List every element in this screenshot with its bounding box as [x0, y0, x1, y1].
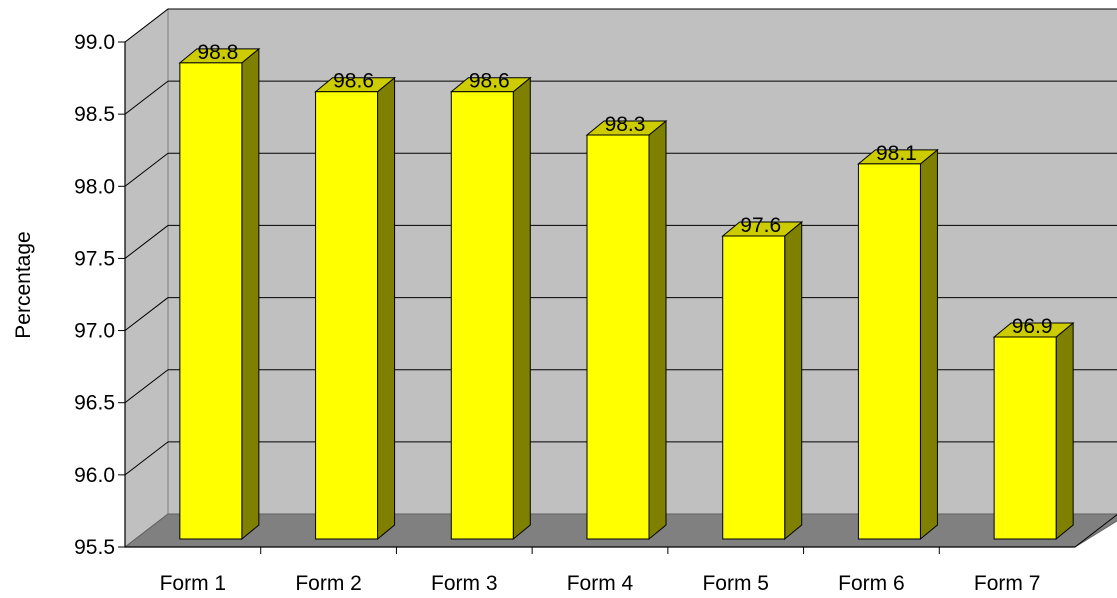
data-label: 97.6 [740, 214, 781, 237]
bar-side [648, 119, 667, 541]
x-tick-label: Form 2 [295, 572, 362, 595]
y-tick-label: 97.5 [74, 247, 115, 270]
x-tick-label: Form 1 [160, 572, 227, 595]
gridline-side [124, 80, 169, 115]
y-tick-label: 99.0 [74, 31, 115, 54]
bar [586, 134, 650, 540]
bar-side [1055, 321, 1074, 541]
y-tick-label: 97.0 [74, 320, 115, 343]
bar-side [241, 47, 260, 541]
bars [178, 47, 1075, 541]
gridline-side [124, 152, 169, 187]
data-label: 98.8 [197, 41, 238, 64]
y-axis-title: Percentage [12, 231, 35, 338]
bar-side [512, 76, 531, 541]
x-axis-depth [1074, 514, 1117, 548]
gridline-side [124, 441, 169, 476]
gridline-side [124, 297, 169, 331]
y-tick-label: 95.5 [74, 536, 115, 559]
x-tick-label: Form 6 [838, 572, 905, 595]
bar-side [784, 220, 803, 541]
side-wall [124, 7, 169, 549]
data-label: 98.6 [469, 70, 510, 93]
gridline-side [124, 8, 169, 43]
data-label: 98.1 [876, 142, 917, 165]
x-tick-label: Form 4 [567, 572, 634, 595]
y-tick-label: 98.5 [74, 103, 115, 126]
y-tick-label: 96.5 [74, 392, 115, 415]
labels: 95.5 96.0 96.5 97.0 97.5 98.0 98.5 99.0 98.8 Form… [74, 31, 1052, 595]
gridline-side [124, 225, 169, 259]
data-label: 98.6 [333, 70, 374, 93]
bar [179, 62, 243, 540]
axes [118, 41, 1117, 554]
bar [315, 91, 379, 540]
bar [450, 91, 514, 540]
x-tick-label: Form 3 [431, 572, 498, 595]
bar [857, 163, 921, 540]
x-tick-label: Form 7 [974, 572, 1041, 595]
bar-side [377, 76, 396, 541]
y-tick-label: 98.0 [74, 175, 115, 198]
gridline-side [124, 369, 169, 404]
bar-side [919, 148, 938, 541]
y-tick-label: 96.0 [74, 464, 115, 487]
data-label: 96.9 [1012, 315, 1053, 338]
data-label: 98.3 [605, 113, 646, 136]
x-tick-label: Form 5 [702, 572, 769, 595]
bar [722, 235, 786, 540]
bar [993, 336, 1057, 540]
